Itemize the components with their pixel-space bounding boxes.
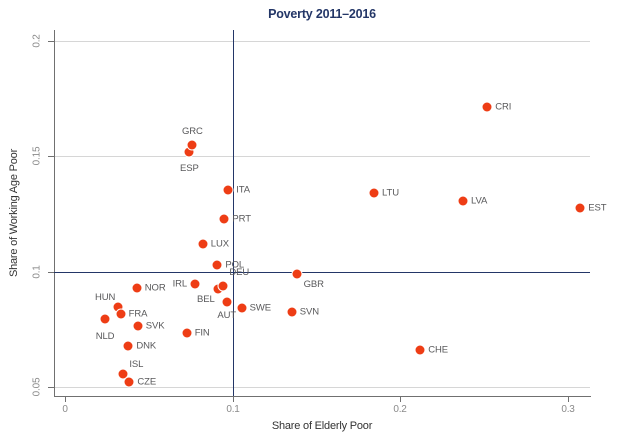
y-tick [48, 387, 54, 388]
y-axis-line [54, 30, 55, 396]
data-point-label-fin: FIN [194, 327, 210, 339]
data-point-label-esp: ESP [180, 163, 199, 175]
data-point-marker-ltu [369, 188, 379, 198]
data-point-marker-prt [219, 214, 229, 224]
data-point-label-nld: NLD [95, 330, 115, 342]
data-point-marker-che [415, 345, 425, 355]
data-point-marker-cze [124, 377, 134, 387]
data-point-label-irl: IRL [172, 278, 188, 290]
data-point-label-gbr: GBR [303, 279, 324, 290]
data-point-label-prt: PRT [232, 213, 251, 225]
x-tick [400, 397, 401, 402]
data-point-label-grc: GRC [181, 126, 203, 138]
y-gridline [54, 156, 590, 157]
data-point-marker-fra [116, 309, 126, 319]
data-point-label-hun: HUN [95, 291, 116, 303]
data-point-marker-esp [184, 147, 194, 157]
y-tick-label: 0.15 [31, 146, 43, 166]
data-point-label-svk: SVK [145, 320, 165, 332]
data-point-marker-nor [132, 283, 142, 293]
y-tick-label: 0.1 [31, 265, 43, 279]
data-point-marker-dnk [123, 341, 133, 351]
data-point-label-lva: LVA [470, 195, 488, 207]
horizontal-reference-line [54, 272, 590, 273]
x-tick [568, 397, 569, 402]
data-point-marker-gbr [292, 269, 302, 279]
y-gridline [54, 41, 590, 42]
x-tick-label: 0.3 [561, 404, 575, 415]
data-point-marker-cri [482, 102, 492, 112]
y-gridline [54, 387, 590, 388]
data-point-marker-pol [212, 260, 222, 270]
x-axis-line [54, 396, 591, 397]
data-point-marker-lux [198, 239, 208, 249]
y-tick-label: 0.2 [31, 34, 43, 48]
data-point-label-pol: POL [225, 259, 245, 271]
data-point-label-aut: AUT [217, 309, 237, 321]
y-tick [48, 156, 54, 157]
chart-title: Poverty 2011–2016 [268, 7, 376, 21]
data-point-label-fra: FRA [128, 308, 148, 320]
data-point-label-lux: LUX [210, 238, 229, 250]
data-point-label-svn: SVN [299, 306, 319, 318]
data-point-label-nor: NOR [144, 282, 166, 294]
data-point-label-deu: DEU [229, 266, 250, 278]
data-point-label-ita: ITA [236, 184, 251, 196]
y-axis-title: Share of Working Age Poor [8, 148, 20, 278]
y-tick [48, 41, 54, 42]
data-point-marker-ita [223, 185, 233, 195]
data-point-label-bel: BEL [197, 294, 215, 306]
data-point-marker-irl [190, 279, 200, 289]
data-point-marker-nld [100, 314, 110, 324]
x-tick-label: 0.2 [393, 404, 407, 415]
x-tick-label: 0.1 [226, 404, 240, 415]
data-point-marker-hun [113, 302, 123, 312]
data-point-marker-svn [287, 307, 297, 317]
data-point-marker-swe [237, 303, 247, 313]
data-point-marker-bel [213, 284, 223, 294]
x-tick [65, 397, 66, 402]
data-point-marker-deu [218, 281, 228, 291]
data-point-label-dnk: DNK [136, 340, 157, 352]
y-tick [48, 272, 54, 273]
data-point-marker-fin [182, 328, 192, 338]
data-point-label-swe: SWE [249, 302, 271, 314]
x-tick [233, 397, 234, 402]
data-point-label-che: CHE [428, 344, 449, 356]
data-point-label-cze: CZE [137, 376, 157, 388]
x-tick-label: 0 [62, 404, 68, 415]
data-point-marker-est [575, 203, 585, 213]
data-point-marker-lva [458, 196, 468, 206]
data-point-label-est: EST [588, 202, 607, 214]
vertical-reference-line [233, 30, 234, 396]
data-point-marker-aut [222, 297, 232, 307]
data-point-label-cri: CRI [495, 101, 512, 113]
data-point-marker-grc [187, 140, 197, 150]
x-axis-title: Share of Elderly Poor [271, 420, 373, 432]
y-tick-label: 0.05 [31, 377, 43, 397]
data-point-marker-svk [133, 321, 143, 331]
data-point-label-isl: ISL [129, 359, 144, 371]
data-point-label-ltu: LTU [382, 187, 399, 199]
data-point-marker-isl [118, 369, 128, 379]
